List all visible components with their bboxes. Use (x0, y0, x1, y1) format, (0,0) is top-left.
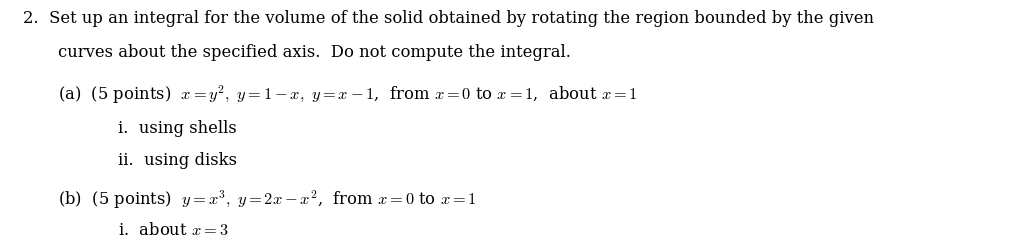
Text: 2.  Set up an integral for the volume of the solid obtained by rotating the regi: 2. Set up an integral for the volume of … (23, 10, 873, 27)
Text: ii.  using disks: ii. using disks (118, 152, 237, 169)
Text: (a)  (5 points)  $x = y^2,\ y = 1-x,\ y = x-1$,  from $x = 0$ to $x = 1$,  about: (a) (5 points) $x = y^2,\ y = 1-x,\ y = … (58, 83, 638, 106)
Text: curves about the specified axis.  Do not compute the integral.: curves about the specified axis. Do not … (58, 44, 571, 61)
Text: i.  about $x = 3$: i. about $x = 3$ (118, 222, 228, 239)
Text: i.  using shells: i. using shells (118, 120, 237, 137)
Text: (b)  (5 points)  $y = x^3,\ y = 2x - x^2$,  from $x = 0$ to $x = 1$: (b) (5 points) $y = x^3,\ y = 2x - x^2$,… (58, 189, 477, 211)
